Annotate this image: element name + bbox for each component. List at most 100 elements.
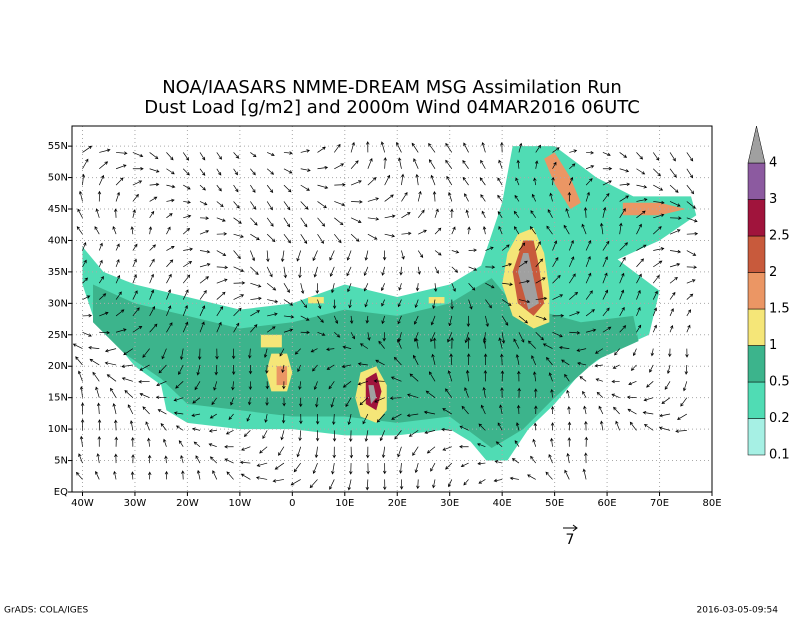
wind-arrow [529,226,537,235]
wind-arrow [401,231,412,236]
wind-arrow [130,226,134,235]
wind-arrow [463,142,469,153]
wind-arrow [279,348,285,357]
wind-arrow [649,364,654,373]
wind-arrow [77,208,83,218]
wind-arrow [266,326,276,333]
wind-arrow [534,388,538,398]
wind-arrow [349,463,353,475]
wind-arrow [283,184,292,193]
wind-arrow [183,184,191,190]
plot-area [68,126,713,496]
wind-arrow [619,168,630,173]
wind-arrow [215,348,219,360]
wind-arrow [384,233,396,238]
wind-arrow [586,328,597,333]
wind-arrow [643,397,654,402]
wind-arrow [516,159,520,169]
wind-arrow [293,462,302,473]
wind-arrow [384,214,396,219]
wind-arrow [585,178,593,186]
wind-arrow [114,436,119,447]
wind-arrow [451,226,456,235]
wind-arrow [250,168,256,176]
wind-arrow [250,217,258,226]
wind-arrow [433,283,438,292]
wind-arrow [199,184,206,191]
wind-arrow [412,446,419,456]
wind-arrow [564,373,570,382]
wind-arrow [602,240,610,251]
wind-arrow [685,348,689,358]
wind-arrow [552,331,563,338]
wind-arrow [350,160,359,169]
wind-arrow [569,149,578,153]
wind-arrow [381,446,386,459]
wind-arrow [132,152,144,158]
wind-arrow [583,207,588,218]
wind-arrow [329,266,335,277]
wind-arrow [193,441,201,447]
wind-arrow [342,381,352,388]
wind-arrow [390,376,402,382]
wind-arrow [499,404,503,415]
wind-arrow [567,405,571,415]
wind-arrow [106,374,117,382]
wind-arrow [535,332,544,341]
dust-area [544,152,581,210]
wind-arrow [183,261,193,268]
wind-arrow [459,425,469,431]
wind-arrow [577,361,587,366]
wind-arrow [518,279,530,284]
wind-arrow [413,332,419,342]
wind-arrow [82,277,89,284]
wind-arrow [394,430,402,440]
wind-arrow [468,266,478,271]
wind-arrow [619,152,628,158]
wind-arrow [300,184,310,191]
wind-arrow [550,388,554,398]
wind-arrow [197,348,202,360]
wind-arrow [298,397,303,408]
wind-arrow [148,226,153,235]
colorbar-label: 1 [769,338,777,353]
wind-arrow [250,233,260,241]
wind-arrow [113,470,117,480]
wind-arrow [300,201,309,210]
wind-arrow [199,321,205,333]
wind-arrow [349,315,354,325]
wind-arrow [350,332,355,340]
wind-arrow [652,290,658,300]
wind-arrow [212,470,218,480]
wind-arrow [226,471,234,480]
wind-arrow [166,213,173,219]
wind-arrow [79,386,84,398]
wind-arrow [367,332,371,341]
wind-arrow [517,387,521,398]
wind-arrow [567,191,572,202]
wind-arrow [658,426,671,431]
wind-arrow [132,290,138,300]
wind-arrow [479,177,486,186]
wind-arrow [132,180,143,186]
wind-arrow [163,438,167,447]
wind-arrow [216,250,227,256]
wind-arrow [350,233,360,242]
wind-arrow [266,168,275,175]
wind-arrow [374,397,385,403]
colorbar-box [747,272,766,310]
wind-arrow [653,213,665,219]
wind-arrow [166,245,175,251]
wind-arrow [281,364,285,374]
wind-arrow [115,243,120,251]
wind-arrow [124,390,134,398]
wind-arrow [464,387,469,398]
wind-arrow [611,393,620,398]
wind-arrow [497,177,503,186]
wind-arrow [224,458,234,464]
wind-arrow [619,325,627,333]
wind-arrow [240,473,251,480]
wind-arrow [115,164,127,170]
wind-arrow [149,152,159,160]
